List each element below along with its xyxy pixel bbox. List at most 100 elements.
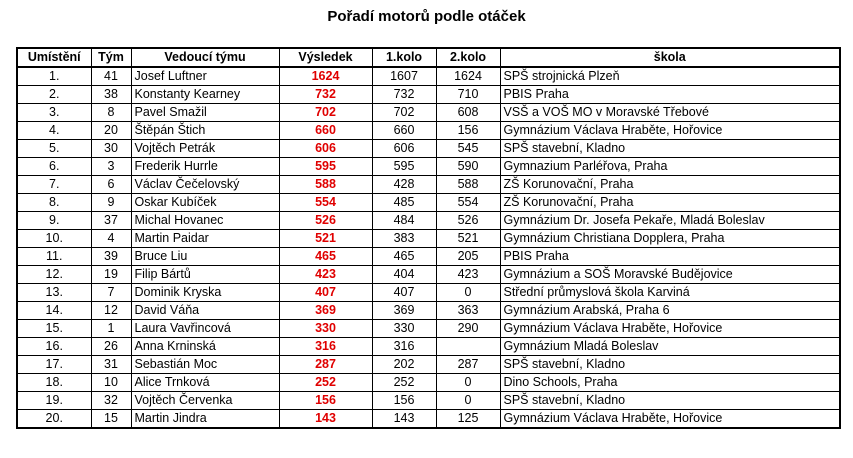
- cell-placement: 10.: [16, 229, 92, 248]
- cell-result: 606: [278, 139, 373, 158]
- table-row: 10. 4 Martin Paidar 521 383 521 Gymnázium Chri…: [16, 229, 841, 248]
- cell-team-leader: Václav Čečelovský: [130, 175, 280, 194]
- cell-result: 702: [278, 103, 373, 122]
- cell-result: 330: [278, 319, 373, 338]
- table-row: 19. 32 Vojtěch Červenka 156 156 0 SPŠ stavební…: [16, 391, 841, 410]
- cell-school: Gymnázium Dr. Josefa Pekaře, Mladá Boles…: [499, 211, 841, 230]
- cell-result: 156: [278, 391, 373, 410]
- cell-school: ZŠ Korunovační, Praha: [499, 193, 841, 212]
- cell-result: 316: [278, 337, 373, 356]
- cell-result: 1624: [278, 66, 373, 86]
- cell-school: Gymnazium Parléřova, Praha: [499, 157, 841, 176]
- cell-round-2: 156: [435, 121, 501, 140]
- cell-team: 20: [90, 121, 132, 140]
- cell-round-1: 202: [371, 355, 437, 374]
- header-round-2: 2.kolo: [435, 47, 501, 68]
- cell-team: 8: [90, 103, 132, 122]
- cell-placement: 16.: [16, 337, 92, 356]
- cell-team: 39: [90, 247, 132, 266]
- cell-round-2: 287: [435, 355, 501, 374]
- cell-round-2: 710: [435, 85, 501, 104]
- cell-placement: 17.: [16, 355, 92, 374]
- cell-placement: 4.: [16, 121, 92, 140]
- table-row: 18. 10 Alice Trnková 252 252 0 Dino Schools, P…: [16, 373, 841, 392]
- cell-team-leader: Bruce Liu: [130, 247, 280, 266]
- cell-team: 4: [90, 229, 132, 248]
- cell-placement: 18.: [16, 373, 92, 392]
- cell-result: 252: [278, 373, 373, 392]
- cell-result: 143: [278, 409, 373, 429]
- cell-placement: 8.: [16, 193, 92, 212]
- cell-team: 7: [90, 283, 132, 302]
- cell-school: Gymnázium Christiana Dopplera, Praha: [499, 229, 841, 248]
- cell-round-2: 290: [435, 319, 501, 338]
- cell-placement: 9.: [16, 211, 92, 230]
- cell-team-leader: Sebastián Moc: [130, 355, 280, 374]
- cell-round-1: 484: [371, 211, 437, 230]
- cell-round-2: 0: [435, 391, 501, 410]
- table-row: 7. 6 Václav Čečelovský 588 428 588 ZŠ Korunova…: [16, 175, 841, 194]
- cell-result: 732: [278, 85, 373, 104]
- cell-round-2: 0: [435, 283, 501, 302]
- cell-round-1: 606: [371, 139, 437, 158]
- cell-result: 660: [278, 121, 373, 140]
- cell-placement: 3.: [16, 103, 92, 122]
- cell-placement: 5.: [16, 139, 92, 158]
- cell-round-1: 595: [371, 157, 437, 176]
- cell-placement: 13.: [16, 283, 92, 302]
- header-round-1: 1.kolo: [371, 47, 437, 68]
- cell-round-2: 545: [435, 139, 501, 158]
- cell-result: 369: [278, 301, 373, 320]
- cell-placement: 15.: [16, 319, 92, 338]
- cell-team: 37: [90, 211, 132, 230]
- cell-school: Gymnázium Václava Hraběte, Hořovice: [499, 121, 841, 140]
- cell-round-1: 1607: [371, 66, 437, 86]
- cell-team: 1: [90, 319, 132, 338]
- cell-round-2: 205: [435, 247, 501, 266]
- cell-round-2: 554: [435, 193, 501, 212]
- cell-placement: 20.: [16, 409, 92, 429]
- cell-round-2: 125: [435, 409, 501, 429]
- cell-team: 15: [90, 409, 132, 429]
- header-placement: Umístění: [16, 47, 92, 68]
- table-row: 8. 9 Oskar Kubíček 554 485 554 ZŠ Korunovační,…: [16, 193, 841, 212]
- table-row: 6. 3 Frederik Hurrle 595 595 590 Gymnazium Par…: [16, 157, 841, 176]
- cell-round-2: [435, 337, 501, 356]
- cell-school: Střední průmyslová škola Karviná: [499, 283, 841, 302]
- cell-team-leader: Anna Krninská: [130, 337, 280, 356]
- cell-team: 3: [90, 157, 132, 176]
- cell-school: Gymnázium Mladá Boleslav: [499, 337, 841, 356]
- cell-round-2: 526: [435, 211, 501, 230]
- cell-round-1: 316: [371, 337, 437, 356]
- cell-team-leader: Laura Vavřincová: [130, 319, 280, 338]
- table-row: 1. 41 Josef Luftner 1624 1607 1624 SPŠ strojni…: [16, 66, 841, 86]
- table-row: 14. 12 David Váňa 369 369 363 Gymnázium Arabsk…: [16, 301, 841, 320]
- cell-placement: 7.: [16, 175, 92, 194]
- cell-team: 31: [90, 355, 132, 374]
- cell-team: 30: [90, 139, 132, 158]
- cell-team-leader: Filip Bártů: [130, 265, 280, 284]
- cell-team: 9: [90, 193, 132, 212]
- table-row: 13. 7 Dominik Kryska 407 407 0 Střední průmysl…: [16, 283, 841, 302]
- cell-school: PBIS Praha: [499, 247, 841, 266]
- cell-team-leader: Vojtěch Petrák: [130, 139, 280, 158]
- cell-team: 10: [90, 373, 132, 392]
- header-school: škola: [499, 47, 841, 68]
- cell-school: SPŠ stavební, Kladno: [499, 355, 841, 374]
- cell-round-1: 252: [371, 373, 437, 392]
- cell-school: ZŠ Korunovační, Praha: [499, 175, 841, 194]
- cell-school: SPŠ stavební, Kladno: [499, 391, 841, 410]
- cell-round-2: 1624: [435, 66, 501, 86]
- cell-round-1: 428: [371, 175, 437, 194]
- cell-round-2: 363: [435, 301, 501, 320]
- table-row: 9. 37 Michal Hovanec 526 484 526 Gymnázium Dr.…: [16, 211, 841, 230]
- table-row: 15. 1 Laura Vavřincová 330 330 290 Gymnázium V…: [16, 319, 841, 338]
- cell-round-2: 590: [435, 157, 501, 176]
- header-team-leader: Vedoucí týmu: [130, 47, 280, 68]
- table-row: 17. 31 Sebastián Moc 287 202 287 SPŠ stavební,…: [16, 355, 841, 374]
- cell-round-1: 702: [371, 103, 437, 122]
- cell-team: 19: [90, 265, 132, 284]
- cell-round-2: 423: [435, 265, 501, 284]
- cell-team-leader: Josef Luftner: [130, 66, 280, 86]
- header-team: Tým: [90, 47, 132, 68]
